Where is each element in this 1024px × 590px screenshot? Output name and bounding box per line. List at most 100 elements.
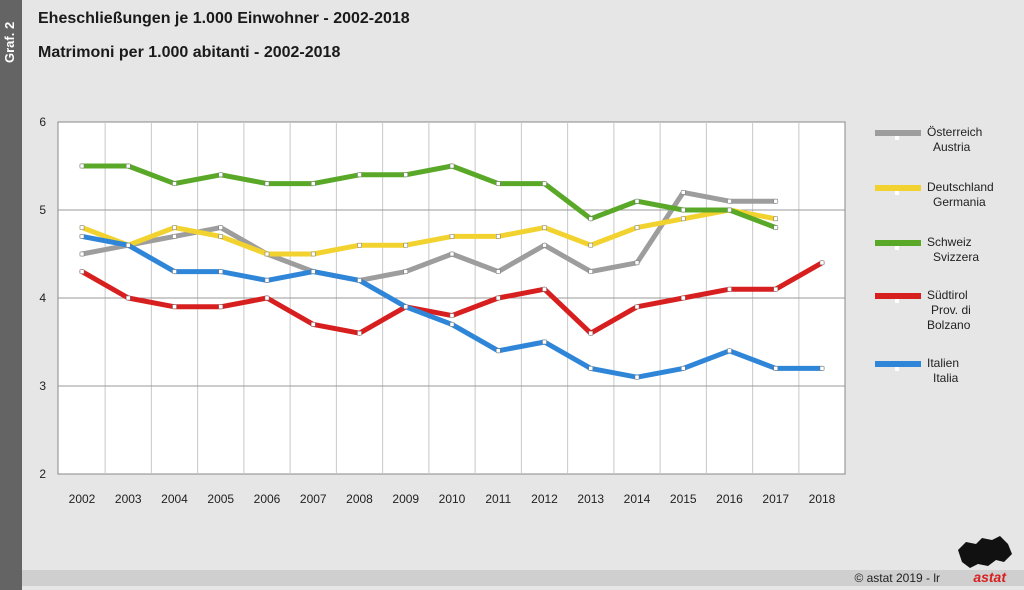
data-point	[172, 269, 177, 274]
data-point	[79, 225, 85, 230]
data-point	[218, 225, 223, 230]
legend-marker	[895, 367, 899, 371]
copyright-text: © astat 2019 - lr	[854, 571, 940, 585]
data-point	[449, 313, 455, 318]
data-point	[403, 269, 408, 274]
data-point	[496, 348, 501, 354]
data-point	[588, 330, 593, 336]
legend-label-line: Austria	[933, 140, 971, 154]
data-point	[588, 269, 593, 274]
legend-label-line: Germania	[933, 195, 986, 209]
data-point	[542, 242, 547, 248]
data-point	[311, 269, 316, 274]
data-point	[634, 260, 640, 266]
data-point	[264, 251, 270, 257]
data-point	[496, 181, 501, 186]
data-point	[588, 366, 593, 371]
x-tick-label: 2011	[485, 492, 511, 506]
legend-swatch	[875, 293, 921, 303]
data-point	[403, 304, 408, 310]
data-point	[542, 286, 547, 292]
data-point	[819, 260, 825, 266]
legend-swatch	[875, 240, 921, 250]
legend-label-line: Südtirol	[927, 288, 968, 302]
legend-swatch	[875, 185, 921, 195]
data-point	[727, 198, 732, 204]
data-point	[496, 295, 501, 301]
data-point	[172, 234, 177, 239]
legend-label-line: Prov. di	[931, 303, 971, 317]
x-tick-label: 2003	[115, 492, 142, 506]
legend-marker	[895, 136, 899, 140]
x-tick-label: 2017	[762, 492, 789, 506]
data-point	[449, 322, 455, 327]
x-tick-label: 2004	[161, 492, 188, 506]
data-point	[172, 304, 177, 310]
legend-label-line: Bolzano	[927, 318, 971, 332]
legend-label: Deutschland Germania	[927, 180, 994, 210]
data-point	[79, 269, 85, 274]
data-point	[126, 163, 131, 169]
data-point	[264, 295, 270, 301]
x-tick-label: 2016	[716, 492, 743, 506]
legend-marker	[895, 246, 899, 250]
data-point	[773, 286, 778, 292]
legend-label: Österreich Austria	[927, 125, 982, 155]
data-point	[449, 163, 455, 169]
astat-logo-icon	[958, 536, 1012, 568]
legend-label: Südtirol Prov. di Bolzano	[927, 288, 971, 333]
data-point	[403, 172, 408, 178]
data-point	[403, 242, 408, 248]
legend-marker	[895, 191, 899, 195]
legend-swatch	[875, 361, 921, 371]
legend-label: Italien Italia	[927, 356, 959, 386]
data-point	[311, 181, 316, 186]
data-point	[634, 304, 640, 310]
x-tick-label: 2015	[670, 492, 697, 506]
x-tick-label: 2007	[300, 492, 327, 506]
data-point	[264, 181, 270, 186]
x-tick-label: 2013	[577, 492, 604, 506]
data-point	[79, 251, 85, 257]
x-tick-label: 2008	[346, 492, 373, 506]
data-point	[264, 278, 270, 283]
data-point	[819, 366, 825, 371]
series-line-1	[79, 207, 779, 257]
data-point	[496, 234, 501, 239]
data-point	[357, 278, 362, 283]
legend-label-line: Svizzera	[933, 250, 980, 264]
y-tick-label: 6	[39, 115, 46, 129]
data-point	[126, 295, 131, 301]
x-tick-label: 2018	[809, 492, 836, 506]
data-point	[542, 339, 547, 345]
data-point	[357, 172, 362, 178]
sidebar: Graf. 2	[0, 0, 22, 590]
data-point	[218, 269, 223, 274]
data-point	[681, 366, 686, 371]
chart-title-italian: Matrimoni per 1.000 abitanti - 2002-2018	[38, 44, 341, 61]
data-point	[773, 216, 778, 222]
data-point	[218, 234, 223, 239]
data-point	[727, 348, 732, 354]
legend-label-line: Schweiz	[927, 235, 972, 249]
data-point	[588, 216, 593, 222]
data-point	[218, 304, 223, 310]
data-point	[681, 190, 686, 195]
data-point	[727, 207, 732, 213]
series-line-2	[79, 163, 779, 231]
x-tick-label: 2014	[624, 492, 651, 506]
data-point	[681, 207, 686, 213]
data-point	[634, 198, 640, 204]
data-point	[172, 225, 177, 230]
data-point	[496, 269, 501, 274]
data-point	[773, 366, 778, 371]
data-point	[218, 172, 223, 178]
data-point	[634, 374, 640, 380]
astat-logo-text: astat	[973, 569, 1006, 585]
data-point	[357, 330, 362, 336]
y-tick-label: 3	[39, 379, 46, 393]
footer-bar	[22, 570, 1024, 586]
x-tick-label: 2006	[254, 492, 281, 506]
x-tick-label: 2010	[439, 492, 466, 506]
